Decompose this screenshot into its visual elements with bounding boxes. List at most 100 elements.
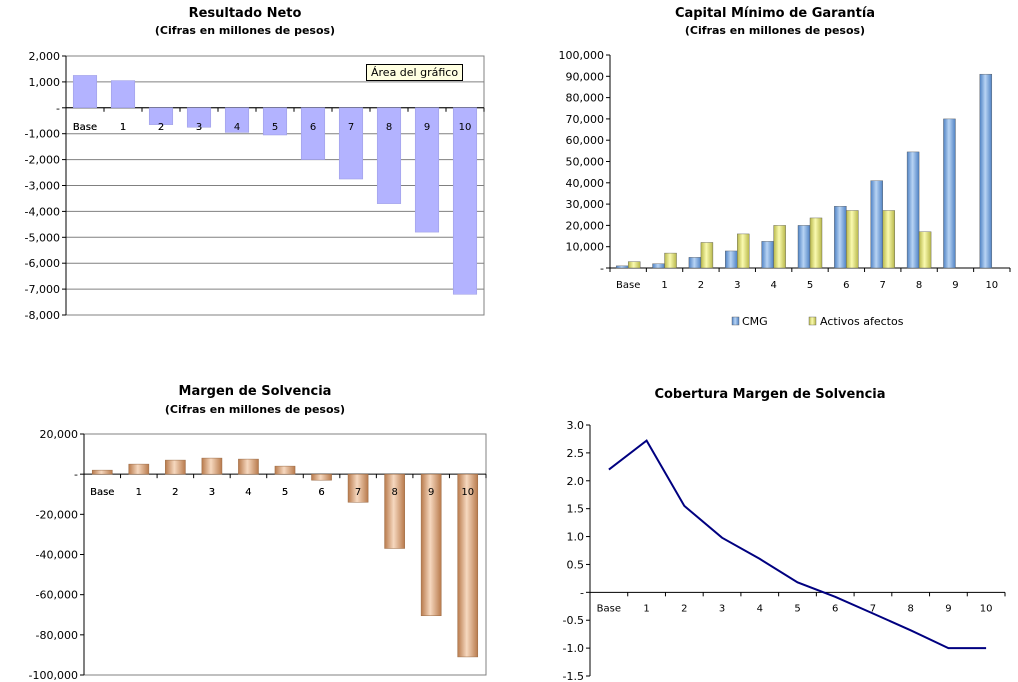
- x-tick-label-overlay: 10: [461, 487, 474, 498]
- x-tick-label: 6: [843, 280, 849, 291]
- bar-10: [457, 473, 479, 658]
- bar-8: [376, 107, 402, 204]
- cobertura-chart[interactable]: 3.0 2.5 2.0 1.5 1.0 0.5 - -0.5 -1.0 -1.5 Base 1 2 3 4 5…: [510, 375, 1018, 682]
- y-tick-label: 20,000: [566, 219, 605, 232]
- bar-cmg-5: [797, 225, 811, 269]
- x-tick-label-overlay: 6: [310, 122, 316, 133]
- x-tick-label-overlay: 1: [120, 122, 126, 133]
- y-tick-label: 1,000: [29, 76, 61, 89]
- bar-6: [311, 473, 332, 481]
- x-tick-label: Base: [616, 280, 640, 291]
- x-tick-label: 1: [661, 280, 667, 291]
- x-tick-label-overlay: 2: [158, 122, 164, 133]
- x-tick-label-overlay: 3: [196, 122, 202, 133]
- y-tick-label: -: [74, 468, 78, 481]
- chart-panel-margen-solvencia[interactable]: Margen de Solvencia (Cifras en millones …: [0, 375, 500, 682]
- x-tick-label-overlay: 4: [234, 122, 240, 133]
- x-tick-label: 8: [907, 603, 913, 614]
- y-tick-label: -4,000: [25, 205, 60, 218]
- x-tick-label: 8: [916, 280, 922, 291]
- y-tick-label: 20,000: [40, 428, 79, 441]
- bar-1: [110, 80, 136, 109]
- bar-cmg-9: [943, 118, 956, 269]
- x-tick-label: 2: [172, 487, 178, 498]
- x-tick-label-overlay: 6: [318, 487, 324, 498]
- x-tick-label-overlay: 5: [282, 487, 288, 498]
- chart-panel-resultado-neto[interactable]: Resultado Neto (Cifras en millones de pe…: [0, 0, 500, 330]
- bar-9: [414, 107, 440, 233]
- y-tick-label: -5,000: [25, 231, 60, 244]
- x-tick-label: 9: [952, 280, 958, 291]
- x-tick-label: 2: [158, 122, 164, 133]
- resultado-neto-chart[interactable]: 2,000 1,000 - -1,000 -2,000 -3,000 -4,000 -5,00…: [0, 0, 500, 330]
- bar-activos-afectos-8: [918, 231, 932, 269]
- x-tick-label: 5: [282, 487, 288, 498]
- y-tick-label: -1,000: [25, 128, 60, 141]
- x-tick-label: 9: [945, 603, 951, 614]
- x-tick-label: 3: [734, 280, 740, 291]
- y-tick-label: -0.5: [563, 614, 584, 627]
- x-tick-label-overlay: Base: [90, 487, 114, 498]
- y-tick-label: -100,000: [29, 669, 78, 682]
- x-tick-label: 6: [832, 603, 838, 614]
- x-tick-label-overlay: 1: [136, 487, 142, 498]
- x-tick-label: 3: [209, 487, 215, 498]
- chart-subtitle: (Cifras en millones de pesos): [154, 24, 336, 37]
- x-tick-label: 7: [880, 280, 886, 291]
- bar-Base: [72, 75, 98, 109]
- bar-cmg-4: [761, 241, 774, 269]
- capital-minimo-chart[interactable]: 100,000 90,000 80,000 70,000 60,000 50,000 40,…: [510, 0, 1018, 340]
- legend-swatch-cmg: [731, 316, 740, 326]
- y-tick-label: -6,000: [25, 257, 60, 270]
- x-tick-label-overlay: 3: [209, 487, 215, 498]
- x-tick-label: 5: [794, 603, 800, 614]
- bar-2: [148, 107, 174, 125]
- chart-panel-capital-minimo[interactable]: Capital Mínimo de Garantía (Cifras en mi…: [510, 0, 1018, 340]
- x-tick-label: 1: [120, 122, 126, 133]
- y-tick-label: -: [600, 262, 604, 275]
- y-tick-label: 0.5: [567, 558, 585, 571]
- margen-solvencia-chart[interactable]: 20,000 - -20,000 -40,000 -60,000 -80,000 -100,…: [0, 375, 500, 682]
- x-tick-label-overlay: 10: [459, 122, 472, 133]
- x-tick-label: 10: [980, 603, 993, 614]
- chart-title: Capital Mínimo de Garantía: [674, 6, 876, 21]
- legend-label-activos: Activos afectos: [820, 315, 904, 328]
- y-tick-label: 2.0: [567, 475, 585, 488]
- bar-1: [128, 463, 150, 475]
- bar-cmg-Base: [615, 265, 629, 269]
- bar-cmg-7: [870, 180, 883, 269]
- bar-9: [420, 473, 442, 617]
- bar-activos-afectos-2: [700, 242, 714, 269]
- y-tick-label: 2.5: [567, 447, 585, 460]
- chart-area-tooltip: Área del gráfico: [366, 64, 464, 81]
- x-tick-label-overlay: 7: [348, 122, 354, 133]
- x-tick-label: 4: [245, 487, 251, 498]
- x-tick-label: 10: [985, 280, 998, 291]
- chart-panel-cobertura[interactable]: Cobertura Margen de Solvencia 3.0 2.5 2.0 1…: [510, 375, 1018, 682]
- bar-cmg-2: [688, 257, 702, 269]
- x-tick-label: Base: [597, 603, 621, 614]
- y-tick-label: 1.5: [567, 503, 585, 516]
- chart-subtitle: (Cifras en millones de pesos): [684, 24, 866, 37]
- y-tick-label: -60,000: [36, 589, 78, 602]
- y-tick-label: -3,000: [25, 180, 60, 193]
- y-tick-label: -: [580, 586, 584, 599]
- bar-activos-afectos-Base: [627, 261, 641, 269]
- y-tick-label: 100,000: [559, 49, 605, 62]
- x-tick-label: 6: [318, 487, 324, 498]
- bar-4: [238, 458, 259, 475]
- x-tick-label-overlay: 8: [391, 487, 397, 498]
- x-tick-label: 2: [681, 603, 687, 614]
- bar-4: [224, 107, 250, 133]
- bar-6: [300, 107, 326, 160]
- legend-swatch-activos: [808, 316, 817, 326]
- bar-cmg-6: [834, 206, 847, 269]
- bar-7: [347, 473, 369, 503]
- y-tick-label: 40,000: [566, 177, 605, 190]
- y-tick-label: -2,000: [25, 154, 60, 167]
- x-tick-label-overlay: 9: [428, 487, 434, 498]
- y-tick-label: -1.0: [563, 642, 584, 655]
- chart-title: Resultado Neto: [188, 6, 302, 21]
- x-tick-label: Base: [73, 122, 97, 133]
- bar-3: [201, 457, 223, 475]
